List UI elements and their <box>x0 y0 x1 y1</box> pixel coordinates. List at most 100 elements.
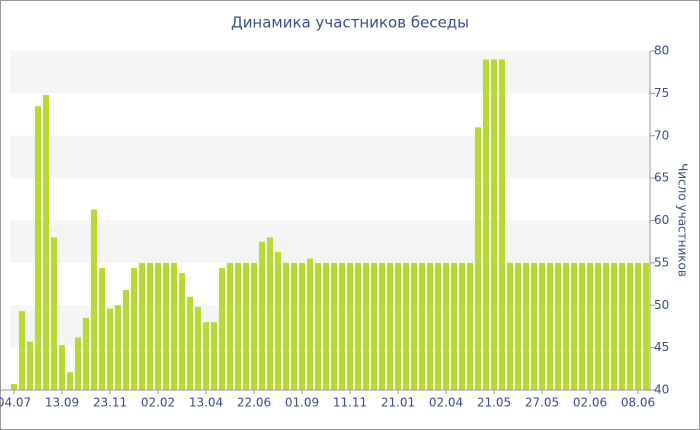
bar <box>442 262 450 390</box>
bar <box>506 262 514 390</box>
bar <box>242 262 250 390</box>
x-tick-label: 21.01 <box>381 396 415 410</box>
x-tick-label: 08.06 <box>621 396 655 410</box>
bar <box>314 262 322 390</box>
bar <box>178 273 186 390</box>
bar <box>26 341 34 390</box>
x-tick-label: 04.07 <box>0 396 31 410</box>
y-tick-label: 45 <box>654 340 669 354</box>
y-axis-label: Число участников <box>676 163 690 277</box>
bar <box>258 241 266 390</box>
bar <box>226 262 234 390</box>
bar <box>170 262 178 390</box>
x-tick-label: 23.11 <box>93 396 127 410</box>
y-tick-label: 75 <box>654 86 669 100</box>
bar <box>66 372 74 390</box>
bar <box>58 345 66 390</box>
bar <box>530 262 538 390</box>
bar <box>330 262 338 390</box>
y-tick-label: 55 <box>654 255 669 269</box>
bar <box>290 262 298 390</box>
bar <box>434 262 442 390</box>
x-tick-label: 02.06 <box>573 396 607 410</box>
bar <box>98 267 106 390</box>
x-tick-label: 13.04 <box>189 396 223 410</box>
bar <box>362 262 370 390</box>
bar <box>234 262 242 390</box>
bar <box>50 237 58 390</box>
grid-band <box>10 135 650 179</box>
bar <box>402 262 410 390</box>
bar <box>482 59 490 390</box>
bar <box>466 262 474 390</box>
bar <box>354 262 362 390</box>
bar <box>218 267 226 390</box>
x-tick-label: 22.06 <box>237 396 271 410</box>
bar <box>642 262 650 390</box>
bar <box>42 95 50 390</box>
bar <box>346 262 354 390</box>
bar <box>618 262 626 390</box>
bar <box>426 262 434 390</box>
bar <box>122 289 130 390</box>
bar <box>626 262 634 390</box>
bar <box>410 262 418 390</box>
y-tick-label: 40 <box>654 383 669 397</box>
bar <box>130 267 138 390</box>
x-tick-label: 21.05 <box>477 396 511 410</box>
y-tick-label: 65 <box>654 171 669 185</box>
bar <box>546 262 554 390</box>
bar <box>522 262 530 390</box>
bar <box>418 262 426 390</box>
grid-band <box>10 220 650 263</box>
x-tick-label: 11.11 <box>333 396 367 410</box>
bar <box>394 262 402 390</box>
bar <box>306 258 314 390</box>
bar <box>498 59 506 390</box>
bar <box>338 262 346 390</box>
x-tick-label: 01.09 <box>285 396 319 410</box>
bar <box>114 305 122 390</box>
bar <box>610 262 618 390</box>
bar <box>210 322 218 390</box>
bar <box>594 262 602 390</box>
y-tick-label: 60 <box>654 213 669 227</box>
bar <box>10 384 18 390</box>
bar <box>266 237 274 390</box>
chart-title: Динамика участников беседы <box>231 14 469 32</box>
bar <box>250 262 258 390</box>
bar <box>154 262 162 390</box>
bar <box>602 262 610 390</box>
bar <box>634 262 642 390</box>
x-tick-label: 13.09 <box>45 396 79 410</box>
bar <box>90 209 98 390</box>
bar <box>146 262 154 390</box>
x-tick-label: 02.04 <box>429 396 463 410</box>
x-tick-label: 02.02 <box>141 396 175 410</box>
y-tick-label: 80 <box>654 44 669 58</box>
bar <box>18 311 26 390</box>
bar <box>490 59 498 390</box>
bar <box>186 296 194 390</box>
bar <box>450 262 458 390</box>
bar <box>282 262 290 390</box>
bar <box>514 262 522 390</box>
x-tick-label: 27.05 <box>525 396 559 410</box>
bar <box>202 322 210 390</box>
bar <box>370 262 378 390</box>
bar <box>322 262 330 390</box>
bar <box>570 262 578 390</box>
bar <box>458 262 466 390</box>
bar <box>138 262 146 390</box>
bar <box>538 262 546 390</box>
bar <box>474 127 482 391</box>
bar <box>386 262 394 390</box>
bar <box>82 317 90 390</box>
bar <box>74 337 82 390</box>
bar <box>298 262 306 390</box>
grid-band <box>10 305 650 348</box>
y-tick-label: 50 <box>654 298 669 312</box>
bar <box>162 262 170 390</box>
bar <box>106 308 114 390</box>
